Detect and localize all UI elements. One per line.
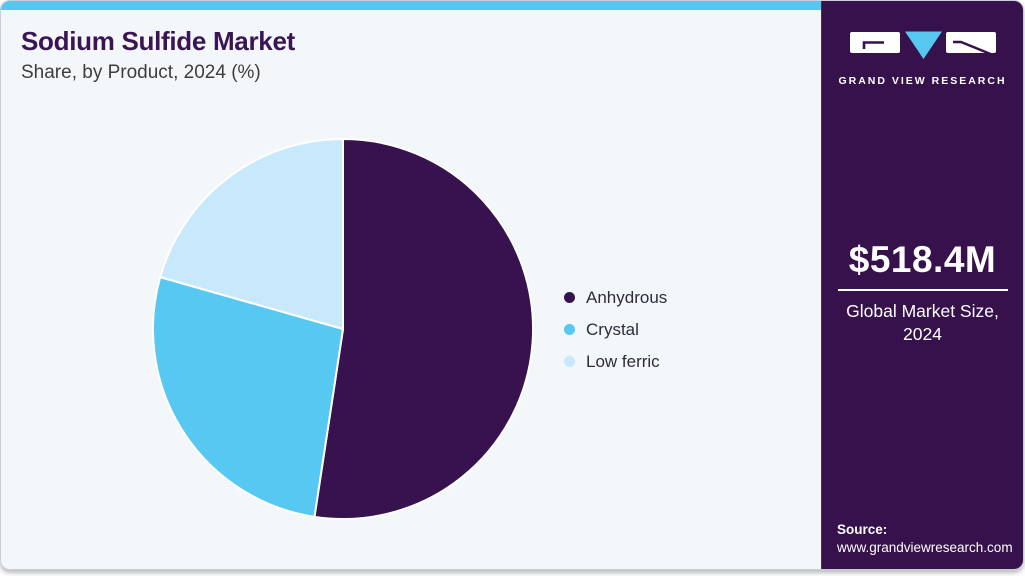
source-url: www.grandviewresearch.com [837, 539, 1013, 555]
top-accent-bar [1, 1, 821, 10]
legend-dot-anhydrous [564, 292, 575, 303]
pie-slice-low-ferric [159, 138, 344, 330]
market-size-block: $518.4M Global Market Size, 2024 [822, 239, 1023, 346]
market-size-label: Global Market Size, 2024 [846, 301, 999, 344]
pie-slice-crystal [152, 276, 344, 518]
gvr-logo-icon [849, 31, 996, 59]
chart-area: Sodium Sulfide Market Share, by Product,… [1, 1, 821, 569]
legend-label: Crystal [586, 319, 639, 339]
brand-logo: GRAND VIEW RESEARCH [838, 30, 1006, 87]
pie-slice-anhydrous [313, 138, 535, 520]
pie-chart-container [151, 137, 535, 521]
legend-label: Low ferric [586, 351, 660, 371]
brand-sidebar: GRAND VIEW RESEARCH $518.4M Global Marke… [821, 1, 1023, 569]
chart-header: Sodium Sulfide Market Share, by Product,… [21, 26, 295, 84]
market-size-value: $518.4M [848, 239, 997, 280]
legend-item-anhydrous: Anhydrous [564, 288, 667, 307]
legend-label: Anhydrous [586, 287, 668, 307]
pie-chart [152, 138, 535, 520]
legend-dot-low-ferric [564, 356, 575, 367]
page-subtitle: Share, by Product, 2024 (%) [21, 62, 261, 83]
market-size-divider [837, 289, 1008, 291]
page-title: Sodium Sulfide Market [21, 26, 295, 56]
legend-item-crystal: Crystal [564, 320, 667, 339]
legend-dot-crystal [564, 324, 575, 335]
chart-legend: Anhydrous Crystal Low ferric [564, 288, 667, 384]
source-label: Source: [837, 521, 888, 537]
brand-name: GRAND VIEW RESEARCH [838, 75, 1007, 87]
source-block: Source: www.grandviewresearch.com [837, 521, 1013, 557]
legend-item-low-ferric: Low ferric [564, 352, 667, 371]
